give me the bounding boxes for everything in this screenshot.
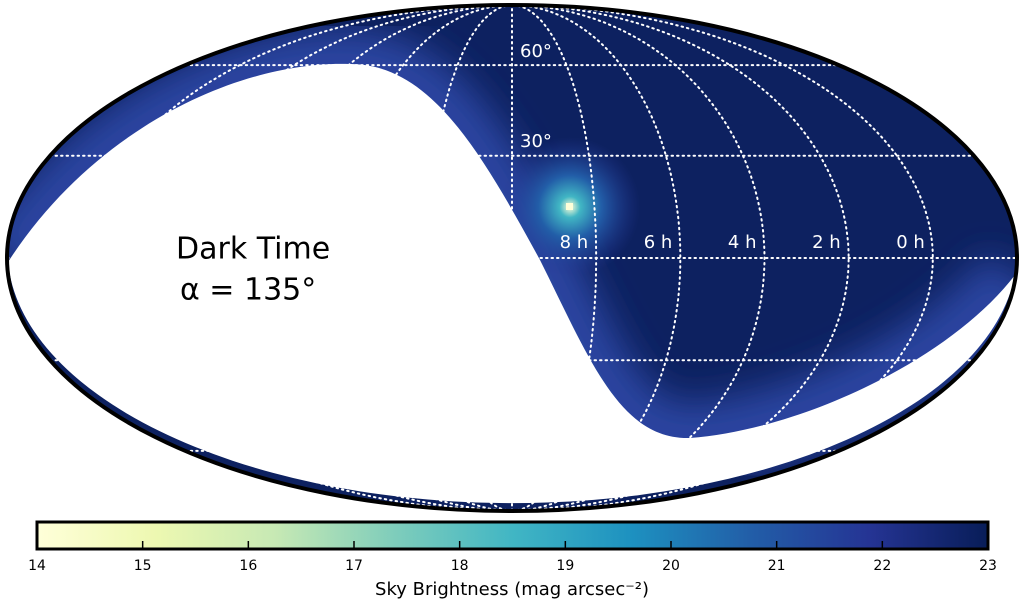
graticule: [7, 5, 1017, 511]
annotation: α = 135°: [180, 273, 316, 308]
lat-label: 60°: [520, 41, 552, 62]
colorbar-tick-label: 17: [345, 558, 363, 574]
moon: [566, 203, 573, 210]
colorbar-tick-label: 22: [873, 558, 891, 574]
lon-label: 6 h: [644, 232, 673, 253]
lat-label: 30°: [520, 131, 552, 152]
colorbar-tick-label: 23: [979, 558, 997, 574]
annotation: Dark Time: [176, 232, 330, 267]
colorbar-tick-label: 20: [662, 558, 680, 574]
colorbar-tick-label: 14: [28, 558, 46, 574]
colorbar-tick-label: 21: [768, 558, 786, 574]
lon-label: 2 h: [812, 232, 841, 253]
colorbar-tick-label: 18: [451, 558, 469, 574]
lon-label: 4 h: [728, 232, 757, 253]
sky-outline: [5, 3, 1019, 513]
sky: [7, 5, 1017, 511]
lon-label: 0 h: [896, 232, 925, 253]
meridian: [342, 5, 513, 511]
lon-label: 8 h: [560, 232, 589, 253]
colorbar-label: Sky Brightness (mag arcsec⁻²): [375, 579, 649, 600]
colorbar: [35, 520, 990, 551]
colorbar-tick-label: 16: [239, 558, 257, 574]
meridian: [426, 5, 513, 511]
colorbar-tick-label: 15: [134, 558, 152, 574]
colorbar-tick-label: 19: [556, 558, 574, 574]
